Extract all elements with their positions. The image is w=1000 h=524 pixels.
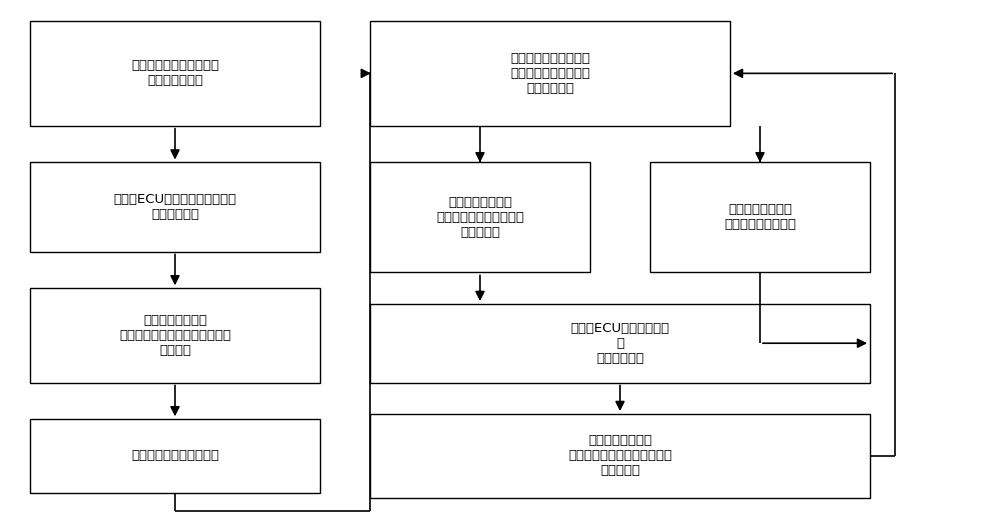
Bar xyxy=(650,162,870,272)
Text: 启动发动机实时仿真模型: 启动发动机实时仿真模型 xyxy=(131,450,219,462)
Text: 发动机实时仿真模型采
集控制参数实时仿真后
输出运行参数: 发动机实时仿真模型采 集控制参数实时仿真后 输出运行参数 xyxy=(510,52,590,95)
Bar xyxy=(370,414,870,498)
Bar xyxy=(370,21,730,126)
Bar xyxy=(30,419,320,493)
Text: 高速信号匹配电路初始化
设定和参数配置: 高速信号匹配电路初始化 设定和参数配置 xyxy=(131,59,219,88)
Bar xyxy=(30,21,320,126)
Text: 发动机ECU采集传感器数
据
调整控制信号: 发动机ECU采集传感器数 据 调整控制信号 xyxy=(570,322,670,365)
Bar xyxy=(30,288,320,383)
Bar xyxy=(370,162,590,272)
Text: 低速信号调理电路
其他传感器信号调理: 低速信号调理电路 其他传感器信号调理 xyxy=(724,203,796,232)
Text: 高速信号处理电路
仿真用点火提前角、喷油脉宽
计算与输出: 高速信号处理电路 仿真用点火提前角、喷油脉宽 计算与输出 xyxy=(568,434,672,477)
Bar xyxy=(30,162,320,252)
Text: 高速信号处理电路
曲轴、凸轮轴传感器信号
计算与输出: 高速信号处理电路 曲轴、凸轮轴传感器信号 计算与输出 xyxy=(436,196,524,239)
Text: 发动机ECU上电初始化状态工作
输出控制信号: 发动机ECU上电初始化状态工作 输出控制信号 xyxy=(113,193,237,221)
Bar xyxy=(370,304,870,383)
Text: 高速信号处理电路
仿真用点火提前角、喷油脉宽初
始化生成: 高速信号处理电路 仿真用点火提前角、喷油脉宽初 始化生成 xyxy=(119,314,231,357)
